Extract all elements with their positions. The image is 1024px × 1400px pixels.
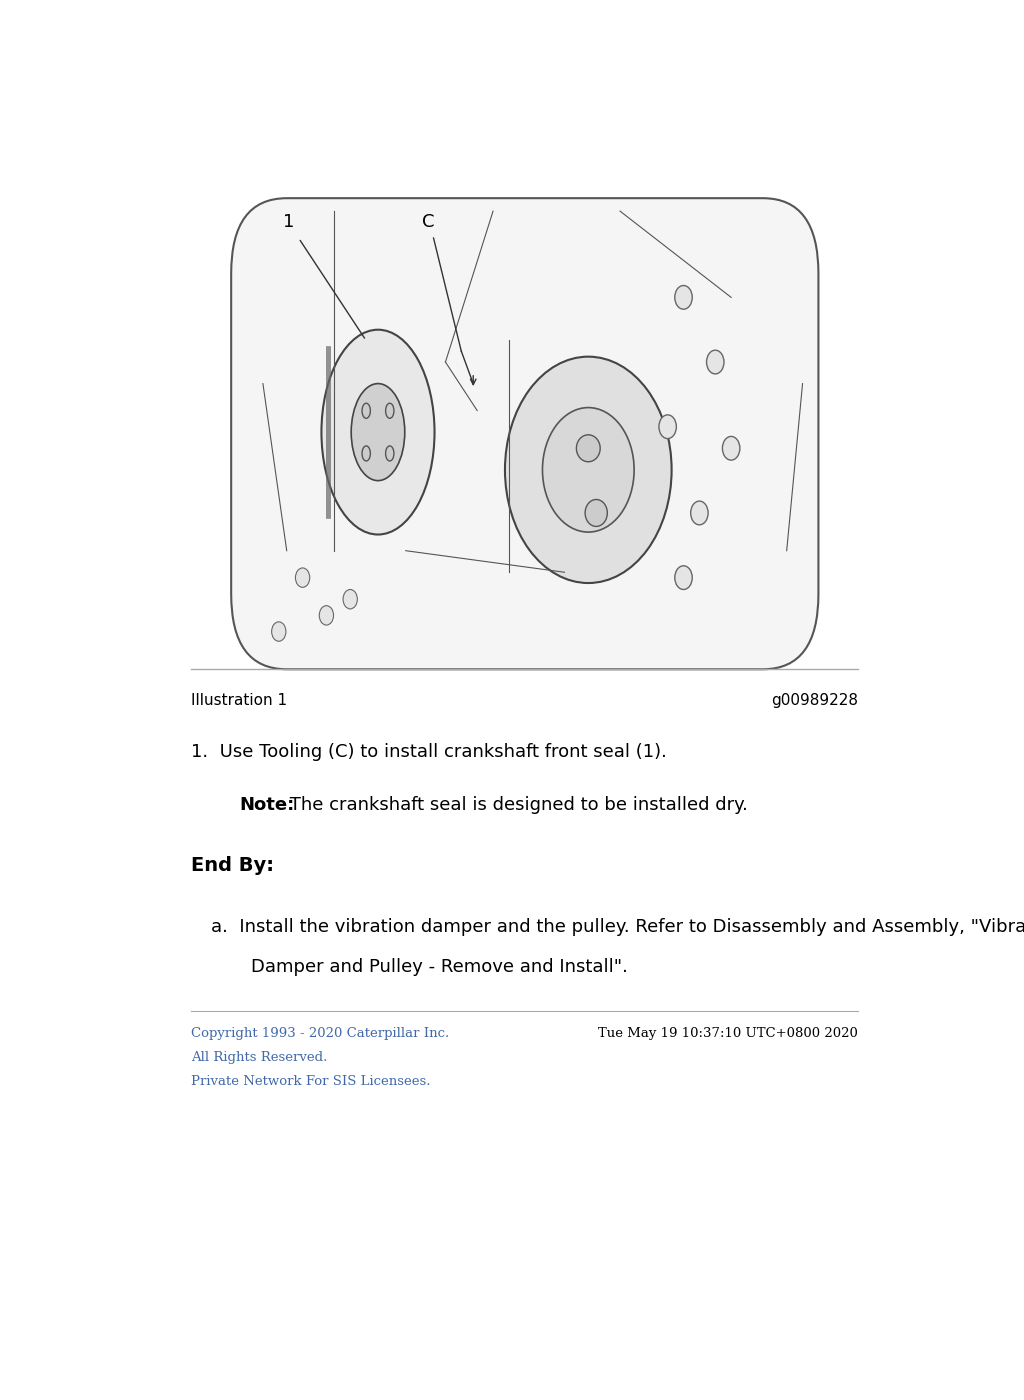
Ellipse shape (675, 566, 692, 589)
Text: Private Network For SIS Licensees.: Private Network For SIS Licensees. (191, 1075, 431, 1088)
Ellipse shape (658, 414, 677, 438)
Ellipse shape (585, 500, 607, 526)
Text: Tue May 19 10:37:10 UTC+0800 2020: Tue May 19 10:37:10 UTC+0800 2020 (598, 1028, 858, 1040)
Text: The crankshaft seal is designed to be installed dry.: The crankshaft seal is designed to be in… (285, 797, 749, 815)
Ellipse shape (722, 437, 740, 461)
Text: 1: 1 (283, 213, 294, 231)
Ellipse shape (386, 403, 394, 419)
FancyBboxPatch shape (231, 199, 818, 669)
Ellipse shape (675, 286, 692, 309)
Ellipse shape (707, 350, 724, 374)
Ellipse shape (577, 435, 600, 462)
Text: 1.  Use Tooling (C) to install crankshaft front seal (1).: 1. Use Tooling (C) to install crankshaft… (191, 742, 668, 760)
Ellipse shape (362, 403, 371, 419)
Text: Damper and Pulley - Remove and Install".: Damper and Pulley - Remove and Install". (251, 958, 628, 976)
Text: Illustration 1: Illustration 1 (191, 693, 288, 708)
Ellipse shape (322, 330, 434, 535)
Ellipse shape (505, 357, 672, 582)
Ellipse shape (351, 384, 404, 480)
Ellipse shape (319, 606, 334, 624)
Text: All Rights Reserved.: All Rights Reserved. (191, 1051, 328, 1064)
Ellipse shape (690, 501, 709, 525)
Ellipse shape (362, 447, 371, 461)
Text: C: C (422, 213, 434, 231)
Text: End By:: End By: (191, 855, 274, 875)
Text: Note:: Note: (240, 797, 294, 815)
Ellipse shape (343, 589, 357, 609)
Ellipse shape (271, 622, 286, 641)
Text: g00989228: g00989228 (771, 693, 858, 708)
Ellipse shape (296, 568, 309, 588)
Text: Copyright 1993 - 2020 Caterpillar Inc.: Copyright 1993 - 2020 Caterpillar Inc. (191, 1028, 450, 1040)
Ellipse shape (386, 447, 394, 461)
Ellipse shape (543, 407, 634, 532)
Text: a.  Install the vibration damper and the pulley. Refer to Disassembly and Assemb: a. Install the vibration damper and the … (211, 918, 1024, 937)
